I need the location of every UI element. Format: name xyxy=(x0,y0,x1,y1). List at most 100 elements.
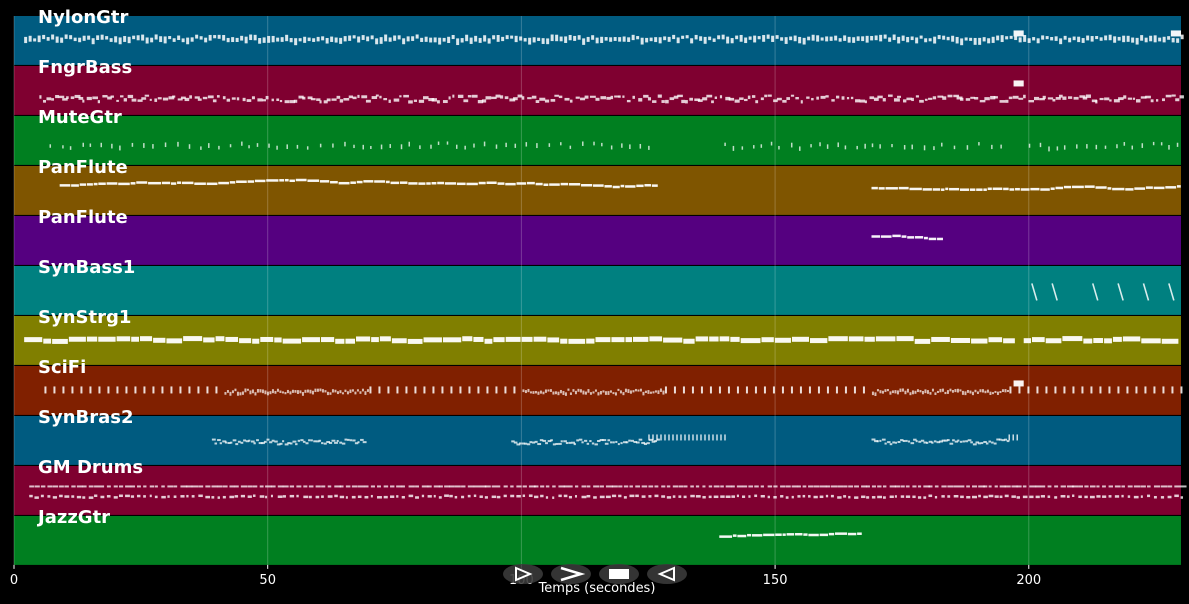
note xyxy=(1160,142,1163,146)
note xyxy=(271,35,275,43)
track-notes-8 xyxy=(211,434,1018,446)
note xyxy=(250,440,255,443)
note xyxy=(357,485,365,488)
note xyxy=(790,142,793,148)
note xyxy=(274,337,282,343)
note xyxy=(951,35,955,42)
note xyxy=(619,390,622,394)
note xyxy=(565,442,569,445)
note xyxy=(601,142,603,147)
note xyxy=(522,485,527,488)
note xyxy=(303,485,308,488)
note xyxy=(1022,495,1028,499)
note xyxy=(161,386,164,394)
note xyxy=(808,485,814,488)
note xyxy=(550,34,554,42)
note xyxy=(657,390,660,395)
note xyxy=(145,37,149,44)
note xyxy=(522,494,526,498)
note xyxy=(1113,36,1117,43)
note xyxy=(1036,38,1040,44)
note xyxy=(191,495,195,498)
note xyxy=(871,485,876,488)
note xyxy=(319,388,322,392)
note xyxy=(179,386,182,394)
note xyxy=(331,389,334,393)
note xyxy=(541,38,545,44)
note xyxy=(344,141,346,147)
note xyxy=(321,389,324,393)
note xyxy=(284,443,289,446)
note xyxy=(548,143,551,147)
note xyxy=(218,145,220,150)
note xyxy=(82,496,86,499)
play-button[interactable] xyxy=(503,564,543,584)
note xyxy=(167,485,174,488)
note xyxy=(118,37,122,45)
note xyxy=(1055,97,1061,100)
note xyxy=(402,38,406,45)
note xyxy=(1147,494,1151,498)
note xyxy=(1125,188,1134,191)
note xyxy=(546,38,550,45)
note xyxy=(644,184,652,187)
note xyxy=(306,389,309,393)
note xyxy=(978,37,982,45)
note xyxy=(949,388,952,392)
note xyxy=(632,336,649,342)
note xyxy=(629,390,632,394)
note xyxy=(188,144,191,149)
note xyxy=(1162,386,1165,394)
note xyxy=(735,35,739,40)
note xyxy=(339,485,344,488)
note xyxy=(215,336,225,342)
track-notes-5 xyxy=(1031,283,1175,301)
note xyxy=(969,390,972,394)
note xyxy=(936,390,939,393)
forward-button[interactable] xyxy=(551,564,591,584)
note xyxy=(227,442,231,445)
note xyxy=(231,97,236,100)
note xyxy=(451,34,455,40)
note xyxy=(289,442,293,445)
note xyxy=(131,98,137,102)
note xyxy=(202,96,208,100)
note xyxy=(118,485,124,488)
stop-button[interactable] xyxy=(599,564,639,584)
note xyxy=(902,440,906,443)
note xyxy=(168,96,175,100)
rewind-button[interactable] xyxy=(647,564,687,584)
note xyxy=(661,495,666,498)
note xyxy=(350,181,356,184)
note xyxy=(206,182,218,186)
note xyxy=(641,485,648,488)
note xyxy=(364,391,367,395)
note xyxy=(125,494,130,498)
note xyxy=(510,485,514,488)
note xyxy=(298,95,304,99)
note xyxy=(871,391,874,396)
note xyxy=(524,442,528,445)
note xyxy=(1176,38,1180,43)
note xyxy=(1099,37,1103,41)
note xyxy=(854,485,859,488)
note xyxy=(900,495,905,498)
note xyxy=(594,443,598,446)
note xyxy=(321,495,324,498)
note xyxy=(656,438,660,441)
note xyxy=(843,495,847,498)
note xyxy=(240,485,248,488)
note xyxy=(284,100,290,104)
note xyxy=(965,98,971,101)
note xyxy=(924,98,928,101)
note xyxy=(1001,389,1004,393)
note xyxy=(39,95,42,99)
note xyxy=(1035,485,1041,488)
note xyxy=(400,144,403,150)
note xyxy=(1030,187,1040,191)
note xyxy=(294,38,298,46)
note xyxy=(334,494,338,498)
note xyxy=(531,95,537,99)
note xyxy=(532,441,536,444)
note xyxy=(78,37,82,43)
